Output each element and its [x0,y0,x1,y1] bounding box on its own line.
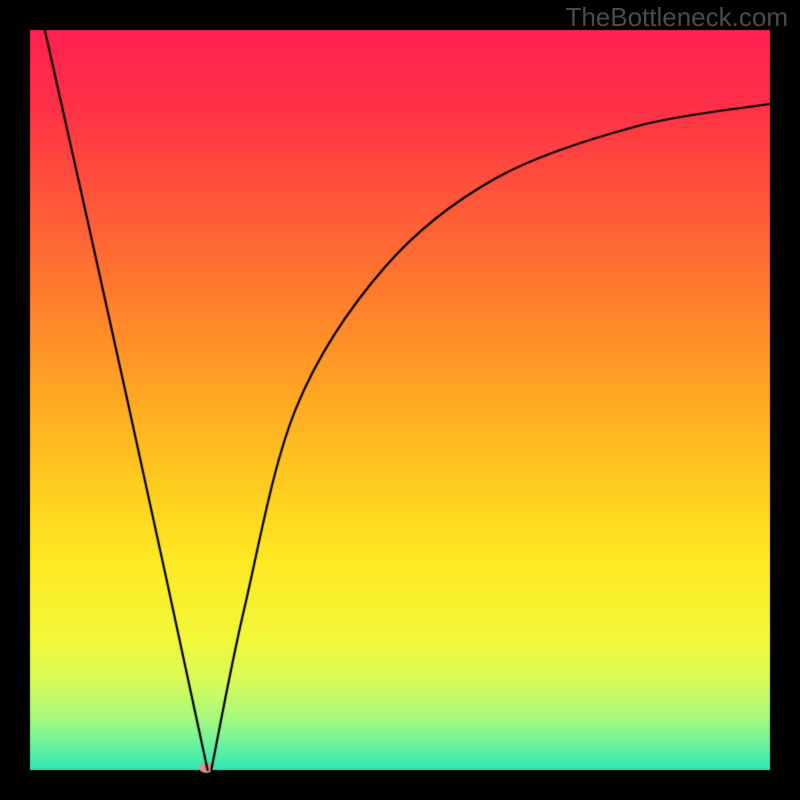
bottleneck-chart-canvas [0,0,800,800]
chart-stage: TheBottleneck.com [0,0,800,800]
